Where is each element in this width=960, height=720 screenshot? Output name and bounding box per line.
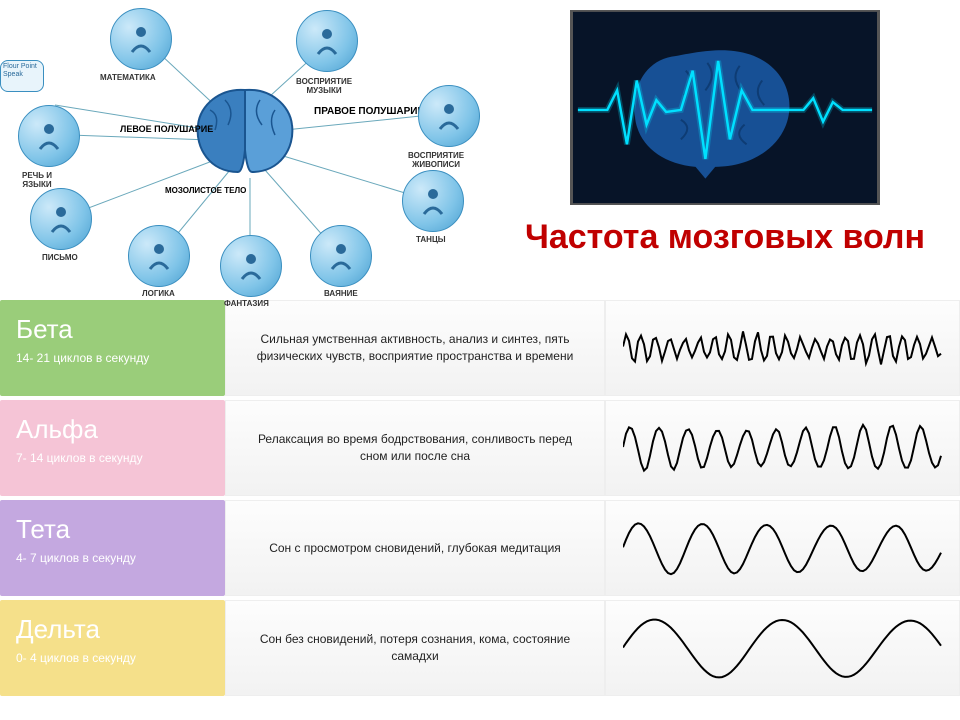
wave-row-Бета: Бета 14- 21 циклов в секунду Сильная умств… bbox=[0, 300, 960, 396]
function-label-music: ВОСПРИЯТИЕ МУЗЫКИ bbox=[296, 78, 352, 96]
wave-row-Альфа: Альфа 7- 14 циклов в секунду Релаксация во… bbox=[0, 400, 960, 496]
wave-name: Бета bbox=[16, 314, 213, 345]
left-hemisphere-label: ЛЕВОЕ ПОЛУШАРИЕ bbox=[120, 124, 213, 134]
function-node-fantasy bbox=[220, 235, 282, 297]
wave-description: Сон с просмотром сновидений, глубокая ме… bbox=[225, 500, 605, 596]
function-label-dance: ТАНЦЫ bbox=[416, 236, 446, 245]
wave-frequency: 4- 7 циклов в секунду bbox=[16, 551, 213, 565]
function-label-math: МАТЕМАТИКА bbox=[100, 74, 156, 83]
function-label-writing: ПИСЬМО bbox=[42, 254, 78, 263]
wave-plot bbox=[605, 400, 960, 496]
wave-frequency: 7- 14 циклов в секунду bbox=[16, 451, 213, 465]
function-label-fantasy: ФАНТАЗИЯ bbox=[224, 300, 269, 309]
wave-description: Релаксация во время бодрствования, сонли… bbox=[225, 400, 605, 496]
wave-row-Тета: Тета 4- 7 циклов в секунду Сон с просмотро… bbox=[0, 500, 960, 596]
wave-name: Тета bbox=[16, 514, 213, 545]
wave-name: Альфа bbox=[16, 414, 213, 445]
function-node-art bbox=[418, 85, 480, 147]
function-node-sculpt bbox=[310, 225, 372, 287]
wave-tag: Бета 14- 21 циклов в секунду bbox=[0, 300, 225, 396]
function-label-art: ВОСПРИЯТИЕ ЖИВОПИСИ bbox=[408, 152, 464, 170]
function-node-logic bbox=[128, 225, 190, 287]
function-node-music bbox=[296, 10, 358, 72]
function-label-sculpt: ВАЯНИЕ bbox=[324, 290, 358, 299]
wave-row-Дельта: Дельта 0- 4 циклов в секунду Сон без снови… bbox=[0, 600, 960, 696]
wave-description: Сон без сновидений, потеря сознания, ком… bbox=[225, 600, 605, 696]
speech-bubble-icon: Flour Point Speak bbox=[0, 60, 44, 92]
right-hemisphere-label: ПРАВОЕ ПОЛУШАРИЕ bbox=[314, 106, 424, 117]
wave-plot bbox=[605, 600, 960, 696]
wave-plot bbox=[605, 300, 960, 396]
main-title: Частота мозговых волн bbox=[525, 217, 925, 258]
function-label-logic: ЛОГИКА bbox=[142, 290, 175, 299]
brain-eeg-illustration bbox=[570, 10, 880, 205]
brain-hemisphere-diagram: ЛЕВОЕ ПОЛУШАРИЕ ПРАВОЕ ПОЛУШАРИЕ МОЗОЛИС… bbox=[0, 0, 490, 300]
wave-frequency: 14- 21 циклов в секунду bbox=[16, 351, 213, 365]
wave-description: Сильная умственная активность, анализ и … bbox=[225, 300, 605, 396]
corpus-label: МОЗОЛИСТОЕ ТЕЛО bbox=[165, 186, 246, 195]
wave-tag: Дельта 0- 4 циклов в секунду bbox=[0, 600, 225, 696]
function-node-math bbox=[110, 8, 172, 70]
brainwave-table: Бета 14- 21 циклов в секунду Сильная умств… bbox=[0, 300, 960, 696]
wave-tag: Тета 4- 7 циклов в секунду bbox=[0, 500, 225, 596]
function-node-writing bbox=[30, 188, 92, 250]
function-label-speech: РЕЧЬ И ЯЗЫКИ bbox=[22, 172, 52, 190]
wave-tag: Альфа 7- 14 циклов в секунду bbox=[0, 400, 225, 496]
wave-plot bbox=[605, 500, 960, 596]
wave-frequency: 0- 4 циклов в секунду bbox=[16, 651, 213, 665]
function-node-dance bbox=[402, 170, 464, 232]
function-node-speech bbox=[18, 105, 80, 167]
wave-name: Дельта bbox=[16, 614, 213, 645]
